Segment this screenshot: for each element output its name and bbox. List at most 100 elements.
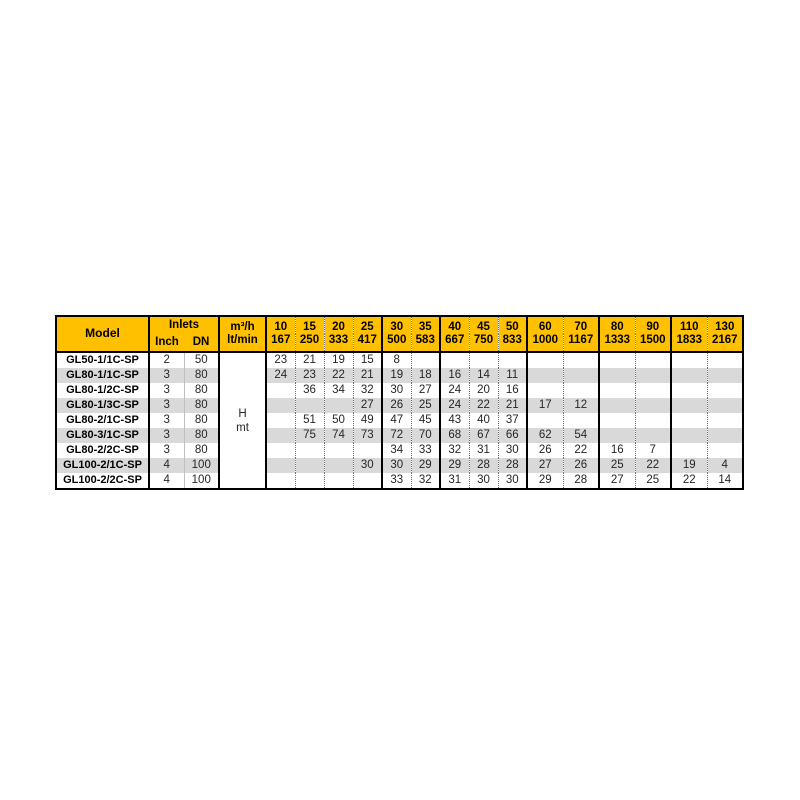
flow-ltmin-value: 1000 [532, 334, 559, 346]
flow-m3h-value: 90 [646, 321, 660, 333]
head-value-cell [526, 413, 563, 428]
flow-ltmin-value: 1500 [639, 334, 666, 346]
inch-cell: 3 [149, 368, 185, 383]
head-value-cell [410, 351, 440, 368]
head-value-cell [670, 351, 707, 368]
column-header-inlets: Inlets [149, 316, 220, 334]
head-value-cell: 19 [323, 351, 353, 368]
head-value-cell: 26 [381, 398, 411, 413]
head-value-cell [265, 413, 295, 428]
head-value-cell: 72 [381, 428, 411, 443]
flow-m3h-value: 130 [715, 321, 735, 333]
inch-cell: 2 [149, 351, 185, 368]
head-value-cell: 16 [439, 368, 469, 383]
head-value-cell [265, 383, 295, 398]
head-value-cell [265, 398, 295, 413]
head-value-cell: 66 [497, 428, 527, 443]
head-value-cell: 14 [706, 473, 743, 489]
head-value-cell: 33 [410, 443, 440, 458]
head-value-cell [598, 368, 635, 383]
model-cell: GL80-1/2C-SP [56, 383, 150, 398]
model-cell: GL100-2/1C-SP [56, 458, 150, 473]
flow-m3h-value: 10 [274, 321, 288, 333]
head-value-cell: 29 [439, 458, 469, 473]
head-value-cell: 30 [381, 383, 411, 398]
head-value-cell: 51 [294, 413, 324, 428]
head-value-cell: 18 [410, 368, 440, 383]
head-value-cell: 11 [497, 368, 527, 383]
flow-m3h-value: 25 [360, 321, 374, 333]
model-cell: GL80-2/1C-SP [56, 413, 150, 428]
flow-m3h-value: 15 [303, 321, 316, 333]
head-value-cell: 28 [497, 458, 527, 473]
head-value-cell: 28 [468, 458, 498, 473]
head-value-cell [265, 428, 295, 443]
flow-unit-m3h-label: m³/h [230, 321, 255, 333]
head-value-cell [706, 383, 743, 398]
head-value-cell: 26 [562, 458, 599, 473]
head-value-cell: 30 [381, 458, 411, 473]
head-value-cell [562, 351, 599, 368]
head-value-cell: 17 [526, 398, 563, 413]
head-value-cell: 25 [598, 458, 635, 473]
head-value-cell [265, 458, 295, 473]
table-row: GL80-1/2C-SP 3 80 36 34 32 30 27 24 20 16 [56, 383, 743, 398]
head-value-cell: 33 [381, 473, 411, 489]
flow-column-header-110: 110 1833 [670, 316, 707, 352]
head-value-cell [497, 351, 527, 368]
head-value-cell: 36 [294, 383, 324, 398]
flow-column-header-40: 40 667 [439, 316, 469, 352]
head-value-cell: 73 [352, 428, 382, 443]
flow-column-header-70: 70 1167 [562, 316, 599, 352]
flow-column-header-130: 130 2167 [706, 316, 743, 352]
head-value-cell: 24 [439, 383, 469, 398]
pump-head-table: Model Inlets m³/h lt/min 10 167 15 250 20 333… [55, 315, 744, 490]
head-value-cell: 24 [439, 398, 469, 413]
table-row: GL80-1/3C-SP 3 80 27 26 25 24 22 21 17 12 [56, 398, 743, 413]
head-value-cell [634, 413, 671, 428]
head-value-cell [706, 398, 743, 413]
head-value-cell [598, 413, 635, 428]
head-value-cell: 15 [352, 351, 382, 368]
head-value-cell: 31 [468, 443, 498, 458]
head-value-cell [562, 368, 599, 383]
head-value-cell: 49 [352, 413, 382, 428]
table-row: GL80-2/2C-SP 3 80 34 33 32 31 30 26 22 16 7 [56, 443, 743, 458]
head-value-cell [670, 413, 707, 428]
model-cell: GL80-2/2C-SP [56, 443, 150, 458]
head-value-cell [634, 383, 671, 398]
head-value-cell [598, 383, 635, 398]
flow-ltmin-value: 1833 [676, 334, 703, 346]
head-value-cell [323, 458, 353, 473]
header-row-sub: Inch DN [56, 334, 743, 352]
head-value-cell [562, 413, 599, 428]
flow-column-header-25: 25 417 [352, 316, 382, 352]
head-value-cell: 40 [468, 413, 498, 428]
head-value-cell: 70 [410, 428, 440, 443]
table-header: Model Inlets m³/h lt/min 10 167 15 250 20 333… [56, 316, 743, 352]
flow-ltmin-value: 333 [328, 334, 349, 346]
inch-cell: 3 [149, 413, 185, 428]
head-value-cell: 22 [670, 473, 707, 489]
table-row: GL80-3/1C-SP 3 80 75 74 73 72 70 68 67 66 62 54 [56, 428, 743, 443]
head-value-cell: 74 [323, 428, 353, 443]
head-value-cell: 21 [352, 368, 382, 383]
head-value-cell [706, 428, 743, 443]
head-value-cell: 28 [562, 473, 599, 489]
dn-cell: 80 [184, 398, 220, 413]
head-unit-line1: H [238, 407, 247, 420]
flow-column-header-80: 80 1333 [598, 316, 635, 352]
head-value-cell [562, 383, 599, 398]
head-value-cell: 4 [706, 458, 743, 473]
table-row: GL80-1/1C-SP 3 80 24 23 22 21 19 18 16 14 11 [56, 368, 743, 383]
flow-m3h-value: 70 [574, 321, 588, 333]
head-value-cell [634, 368, 671, 383]
head-value-cell: 20 [468, 383, 498, 398]
dn-cell: 80 [184, 383, 220, 398]
head-value-cell: 29 [410, 458, 440, 473]
head-value-cell [706, 413, 743, 428]
flow-ltmin-value: 833 [502, 334, 522, 346]
head-value-cell: 68 [439, 428, 469, 443]
head-value-cell: 31 [439, 473, 469, 489]
flow-m3h-value: 80 [610, 321, 624, 333]
